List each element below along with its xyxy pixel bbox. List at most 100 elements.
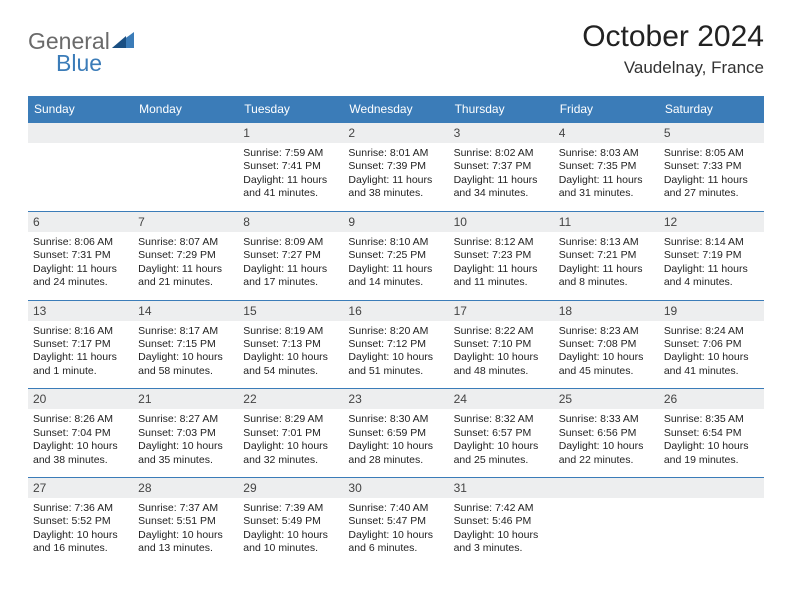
- day-details: Sunrise: 7:59 AMSunset: 7:41 PMDaylight:…: [238, 143, 343, 211]
- calendar-day-cell: [659, 478, 764, 566]
- day-number: 21: [133, 389, 238, 409]
- day-details: Sunrise: 8:02 AMSunset: 7:37 PMDaylight:…: [449, 143, 554, 211]
- day-header: Saturday: [659, 96, 764, 123]
- day-details: Sunrise: 8:01 AMSunset: 7:39 PMDaylight:…: [343, 143, 448, 211]
- calendar-day-cell: 24Sunrise: 8:32 AMSunset: 6:57 PMDayligh…: [449, 389, 554, 478]
- location-label: Vaudelnay, France: [582, 58, 764, 78]
- day-number: 13: [28, 301, 133, 321]
- day-details: Sunrise: 8:35 AMSunset: 6:54 PMDaylight:…: [659, 409, 764, 477]
- calendar-day-cell: 20Sunrise: 8:26 AMSunset: 7:04 PMDayligh…: [28, 389, 133, 478]
- calendar-day-cell: 12Sunrise: 8:14 AMSunset: 7:19 PMDayligh…: [659, 211, 764, 300]
- day-details: Sunrise: 7:36 AMSunset: 5:52 PMDaylight:…: [28, 498, 133, 566]
- calendar-day-cell: 13Sunrise: 8:16 AMSunset: 7:17 PMDayligh…: [28, 300, 133, 389]
- calendar-day-cell: 26Sunrise: 8:35 AMSunset: 6:54 PMDayligh…: [659, 389, 764, 478]
- day-number: 12: [659, 212, 764, 232]
- empty-day-number: [133, 123, 238, 143]
- calendar-day-cell: 25Sunrise: 8:33 AMSunset: 6:56 PMDayligh…: [554, 389, 659, 478]
- day-number: 2: [343, 123, 448, 143]
- day-number: 14: [133, 301, 238, 321]
- calendar-day-cell: 11Sunrise: 8:13 AMSunset: 7:21 PMDayligh…: [554, 211, 659, 300]
- day-details: Sunrise: 8:10 AMSunset: 7:25 PMDaylight:…: [343, 232, 448, 300]
- day-header: Thursday: [449, 96, 554, 123]
- calendar-day-cell: 18Sunrise: 8:23 AMSunset: 7:08 PMDayligh…: [554, 300, 659, 389]
- day-details: Sunrise: 7:42 AMSunset: 5:46 PMDaylight:…: [449, 498, 554, 566]
- empty-day-details: [554, 498, 659, 556]
- day-number: 10: [449, 212, 554, 232]
- day-number: 29: [238, 478, 343, 498]
- day-number: 16: [343, 301, 448, 321]
- day-number: 8: [238, 212, 343, 232]
- calendar-day-cell: [554, 478, 659, 566]
- day-details: Sunrise: 8:13 AMSunset: 7:21 PMDaylight:…: [554, 232, 659, 300]
- calendar-week-row: 13Sunrise: 8:16 AMSunset: 7:17 PMDayligh…: [28, 300, 764, 389]
- day-number: 17: [449, 301, 554, 321]
- calendar-day-cell: 3Sunrise: 8:02 AMSunset: 7:37 PMDaylight…: [449, 123, 554, 212]
- day-number: 23: [343, 389, 448, 409]
- calendar-table: Sunday Monday Tuesday Wednesday Thursday…: [28, 96, 764, 566]
- day-details: Sunrise: 8:29 AMSunset: 7:01 PMDaylight:…: [238, 409, 343, 477]
- month-title: October 2024: [582, 20, 764, 54]
- day-details: Sunrise: 8:06 AMSunset: 7:31 PMDaylight:…: [28, 232, 133, 300]
- day-details: Sunrise: 8:22 AMSunset: 7:10 PMDaylight:…: [449, 321, 554, 389]
- calendar-day-cell: 19Sunrise: 8:24 AMSunset: 7:06 PMDayligh…: [659, 300, 764, 389]
- day-number: 31: [449, 478, 554, 498]
- day-number: 6: [28, 212, 133, 232]
- day-details: Sunrise: 8:24 AMSunset: 7:06 PMDaylight:…: [659, 321, 764, 389]
- day-number: 1: [238, 123, 343, 143]
- calendar-day-cell: 17Sunrise: 8:22 AMSunset: 7:10 PMDayligh…: [449, 300, 554, 389]
- day-number: 22: [238, 389, 343, 409]
- day-details: Sunrise: 8:23 AMSunset: 7:08 PMDaylight:…: [554, 321, 659, 389]
- day-number: 25: [554, 389, 659, 409]
- header: General October 2024 Vaudelnay, France: [28, 20, 764, 78]
- day-number: 3: [449, 123, 554, 143]
- calendar-day-cell: 6Sunrise: 8:06 AMSunset: 7:31 PMDaylight…: [28, 211, 133, 300]
- empty-day-details: [659, 498, 764, 556]
- logo-text-blue: Blue: [56, 50, 102, 76]
- calendar-day-cell: 31Sunrise: 7:42 AMSunset: 5:46 PMDayligh…: [449, 478, 554, 566]
- day-details: Sunrise: 8:16 AMSunset: 7:17 PMDaylight:…: [28, 321, 133, 389]
- day-number: 30: [343, 478, 448, 498]
- calendar-day-cell: 29Sunrise: 7:39 AMSunset: 5:49 PMDayligh…: [238, 478, 343, 566]
- day-details: Sunrise: 8:33 AMSunset: 6:56 PMDaylight:…: [554, 409, 659, 477]
- day-details: Sunrise: 8:07 AMSunset: 7:29 PMDaylight:…: [133, 232, 238, 300]
- empty-day-details: [133, 143, 238, 201]
- day-number: 15: [238, 301, 343, 321]
- day-header: Tuesday: [238, 96, 343, 123]
- calendar-day-cell: [133, 123, 238, 212]
- calendar-day-cell: 5Sunrise: 8:05 AMSunset: 7:33 PMDaylight…: [659, 123, 764, 212]
- day-number: 19: [659, 301, 764, 321]
- calendar-week-row: 20Sunrise: 8:26 AMSunset: 7:04 PMDayligh…: [28, 389, 764, 478]
- calendar-day-cell: 23Sunrise: 8:30 AMSunset: 6:59 PMDayligh…: [343, 389, 448, 478]
- day-details: Sunrise: 7:40 AMSunset: 5:47 PMDaylight:…: [343, 498, 448, 566]
- day-number: 20: [28, 389, 133, 409]
- calendar-day-cell: 15Sunrise: 8:19 AMSunset: 7:13 PMDayligh…: [238, 300, 343, 389]
- day-details: Sunrise: 8:14 AMSunset: 7:19 PMDaylight:…: [659, 232, 764, 300]
- day-number: 26: [659, 389, 764, 409]
- calendar-day-cell: 28Sunrise: 7:37 AMSunset: 5:51 PMDayligh…: [133, 478, 238, 566]
- day-number: 27: [28, 478, 133, 498]
- calendar-week-row: 6Sunrise: 8:06 AMSunset: 7:31 PMDaylight…: [28, 211, 764, 300]
- day-details: Sunrise: 8:27 AMSunset: 7:03 PMDaylight:…: [133, 409, 238, 477]
- day-details: Sunrise: 8:19 AMSunset: 7:13 PMDaylight:…: [238, 321, 343, 389]
- day-number: 28: [133, 478, 238, 498]
- day-number: 5: [659, 123, 764, 143]
- calendar-day-cell: 1Sunrise: 7:59 AMSunset: 7:41 PMDaylight…: [238, 123, 343, 212]
- day-details: Sunrise: 8:09 AMSunset: 7:27 PMDaylight:…: [238, 232, 343, 300]
- calendar-day-cell: 7Sunrise: 8:07 AMSunset: 7:29 PMDaylight…: [133, 211, 238, 300]
- calendar-day-cell: 16Sunrise: 8:20 AMSunset: 7:12 PMDayligh…: [343, 300, 448, 389]
- day-header: Wednesday: [343, 96, 448, 123]
- calendar-day-cell: 10Sunrise: 8:12 AMSunset: 7:23 PMDayligh…: [449, 211, 554, 300]
- calendar-day-cell: 30Sunrise: 7:40 AMSunset: 5:47 PMDayligh…: [343, 478, 448, 566]
- calendar-day-cell: 27Sunrise: 7:36 AMSunset: 5:52 PMDayligh…: [28, 478, 133, 566]
- day-header: Monday: [133, 96, 238, 123]
- calendar-day-cell: 14Sunrise: 8:17 AMSunset: 7:15 PMDayligh…: [133, 300, 238, 389]
- day-number: 24: [449, 389, 554, 409]
- day-details: Sunrise: 8:05 AMSunset: 7:33 PMDaylight:…: [659, 143, 764, 211]
- day-details: Sunrise: 7:37 AMSunset: 5:51 PMDaylight:…: [133, 498, 238, 566]
- calendar-week-row: 1Sunrise: 7:59 AMSunset: 7:41 PMDaylight…: [28, 123, 764, 212]
- day-details: Sunrise: 8:30 AMSunset: 6:59 PMDaylight:…: [343, 409, 448, 477]
- calendar-day-cell: 21Sunrise: 8:27 AMSunset: 7:03 PMDayligh…: [133, 389, 238, 478]
- day-details: Sunrise: 8:12 AMSunset: 7:23 PMDaylight:…: [449, 232, 554, 300]
- day-details: Sunrise: 8:03 AMSunset: 7:35 PMDaylight:…: [554, 143, 659, 211]
- calendar-day-cell: [28, 123, 133, 212]
